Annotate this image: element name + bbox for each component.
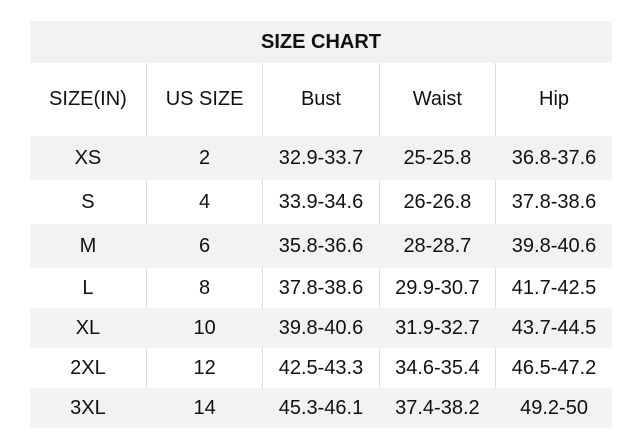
table-cell: M [30,224,147,268]
table-cell: 10 [145,308,263,348]
header-row: SIZE(IN) US SIZE Bust Waist Hip [30,63,612,136]
table-cell: 37.8-38.6 [262,268,380,308]
table-cell: 14 [145,388,263,428]
table-cell: 37.8-38.6 [495,180,612,224]
table-row: XS 2 32.9-33.7 25-25.8 36.8-37.6 [30,136,612,180]
table-cell: S [30,180,147,224]
table-cell: 35.8-36.6 [262,224,380,268]
table-cell: 37.4-38.2 [378,388,496,428]
table-cell: 36.8-37.6 [495,136,612,180]
table-cell: 3XL [30,388,147,428]
size-chart-table: SIZE CHART SIZE(IN) US SIZE Bust Waist H… [30,21,612,428]
table-cell: 2 [145,136,263,180]
table-cell: 2XL [30,348,147,388]
column-header: Bust [262,63,380,136]
table-cell: 41.7-42.5 [495,268,612,308]
title-row: SIZE CHART [30,21,612,63]
table-cell: 31.9-32.7 [378,308,496,348]
table-row: 3XL 14 45.3-46.1 37.4-38.2 49.2-50 [30,388,612,428]
table-cell: 6 [145,224,263,268]
table-cell: XL [30,308,147,348]
table-cell: 43.7-44.5 [495,308,612,348]
table-cell: L [30,268,147,308]
table-cell: 32.9-33.7 [262,136,380,180]
table-row: M 6 35.8-36.6 28-28.7 39.8-40.6 [30,224,612,268]
table-cell: 46.5-47.2 [495,348,612,388]
table-cell: 12 [145,348,263,388]
table-cell: 33.9-34.6 [262,180,380,224]
table-cell: 39.8-40.6 [262,308,380,348]
column-header: Hip [495,63,612,136]
table-row: 2XL 12 42.5-43.3 34.6-35.4 46.5-47.2 [30,348,612,388]
column-header: SIZE(IN) [30,63,147,136]
table-cell: 45.3-46.1 [262,388,380,428]
table-cell: 4 [145,180,263,224]
table-title: SIZE CHART [30,21,612,63]
table-cell: 49.2-50 [495,388,612,428]
table-cell: XS [30,136,147,180]
table-cell: 25-25.8 [378,136,496,180]
table-cell: 8 [145,268,263,308]
table-cell: 28-28.7 [378,224,496,268]
table-row: S 4 33.9-34.6 26-26.8 37.8-38.6 [30,180,612,224]
table-row: L 8 37.8-38.6 29.9-30.7 41.7-42.5 [30,268,612,308]
table-cell: 39.8-40.6 [495,224,612,268]
table-cell: 34.6-35.4 [378,348,496,388]
table-cell: 26-26.8 [378,180,496,224]
column-header: Waist [378,63,496,136]
table-row: XL 10 39.8-40.6 31.9-32.7 43.7-44.5 [30,308,612,348]
table-cell: 29.9-30.7 [378,268,496,308]
column-header: US SIZE [145,63,263,136]
table-cell: 42.5-43.3 [262,348,380,388]
